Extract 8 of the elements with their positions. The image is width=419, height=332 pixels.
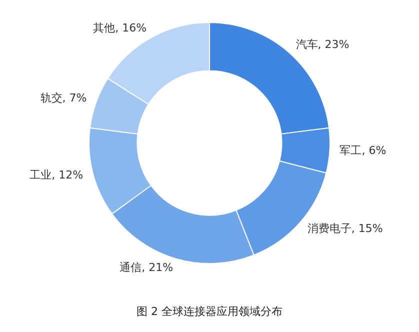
slice-label: 消费电子, 15%	[307, 222, 383, 236]
slice-label: 其他, 16%	[93, 22, 147, 34]
caption: 图 2 全球连接器应用领域分布	[136, 304, 284, 319]
slice-label: 军工, 6%	[340, 144, 386, 158]
slice-label: 工业, 12%	[30, 168, 84, 182]
slice-label: 汽车, 23%	[296, 38, 350, 51]
slice-label: 通信, 21%	[120, 261, 174, 274]
slice-label: 轨交, 7%	[40, 92, 87, 105]
